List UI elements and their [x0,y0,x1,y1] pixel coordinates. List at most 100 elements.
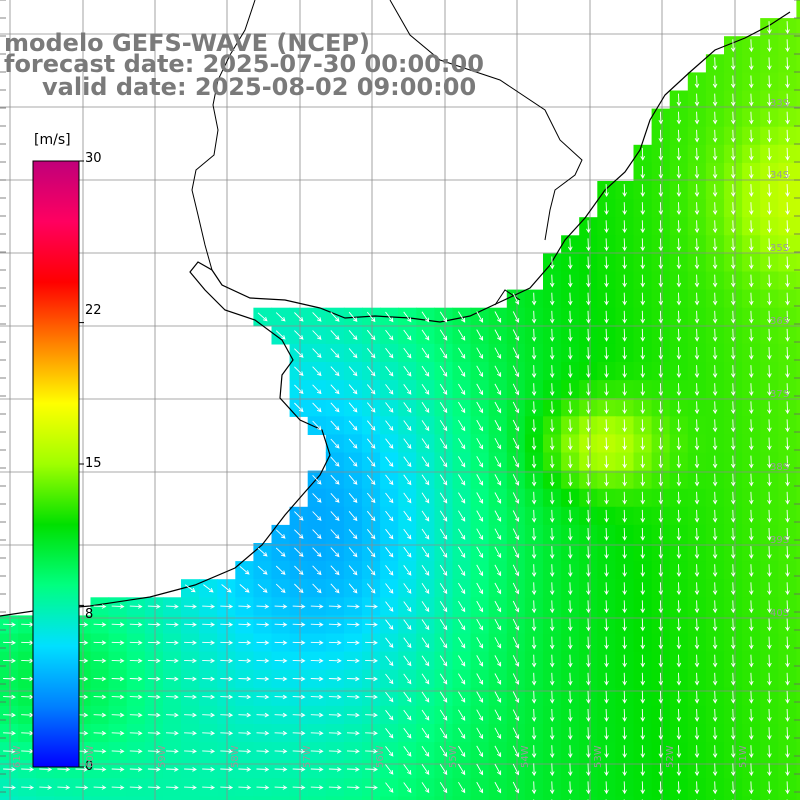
wind-arrow [129,622,143,627]
wind-arrow [256,640,270,646]
wind-arrow [458,401,466,414]
wind-arrow [439,311,448,323]
wind-arrow [586,763,591,777]
wind-arrow [749,763,754,777]
wind-arrow [294,547,304,557]
wind-arrow [640,763,646,777]
wind-arrow [366,384,376,395]
wind-arrow [730,111,736,125]
wind-arrow [256,712,270,718]
wind-arrow [604,365,609,378]
wind-arrow [658,473,664,487]
wind-cell [669,796,689,800]
wind-arrow [328,749,342,754]
wind-arrow [184,676,197,682]
wind-arrow [476,546,484,559]
wind-arrow [586,310,591,324]
wind-arrow [658,419,664,433]
wind-cell [579,796,598,800]
wind-arrow [439,456,448,468]
wind-arrow [238,767,252,772]
wind-arrow [568,654,573,668]
wind-arrow [658,274,664,288]
wind-arrow [220,676,234,682]
colorbar-tick-22: 22 [85,303,102,318]
wind-arrow [604,546,609,559]
wind-arrow [439,401,448,414]
wind-cell [796,651,800,671]
wind-arrow [767,745,772,759]
latitude-label: 38S [770,462,790,473]
wind-arrow [220,785,234,790]
wind-arrow [531,437,537,451]
wind-arrow [730,654,736,668]
wind-arrow [439,492,448,504]
wind-arrow [365,749,378,754]
wind-arrow [403,673,412,685]
wind-arrow [512,564,520,577]
wind-arrow [366,547,376,558]
wind-arrow [568,238,573,252]
wind-arrow [111,767,125,772]
wind-arrow [366,529,376,540]
wind-arrow [512,745,520,758]
wind-arrow [366,474,376,486]
wind-arrow [294,366,304,376]
wind-arrow [658,401,664,415]
wind-arrow [111,785,125,790]
wind-arrow [458,528,466,540]
wind-arrow [476,655,484,667]
wind-arrow [640,256,646,270]
wind-arrow [785,600,790,614]
wind-arrow [712,727,718,740]
wind-arrow [256,785,270,790]
wind-arrow [694,546,700,559]
wind-arrow [476,383,484,396]
wind-arrow [694,292,700,306]
wind-arrow [676,274,682,288]
wind-arrow [275,330,286,340]
wind-arrow [622,546,627,559]
wind-arrow [494,474,502,486]
wind-arrow [676,509,682,523]
wind-arrow [274,749,288,754]
wind-arrow [785,147,790,161]
wind-arrow [39,785,53,790]
wind-cell [796,506,800,526]
wind-arrow [749,636,754,650]
wind-arrow [658,256,664,270]
wind-arrow [712,365,718,378]
wind-arrow [622,672,627,686]
wind-cell [181,796,200,800]
wind-arrow [476,745,484,758]
wind-arrow [694,672,700,686]
wind-arrow [512,383,520,396]
wind-cell [633,796,653,800]
latitude-label: 37S [770,389,790,400]
wind-arrow [165,640,179,646]
wind-arrow [330,456,340,467]
wind-arrow [57,767,71,772]
wind-arrow [568,618,573,632]
wind-arrow [292,749,306,754]
wind-arrow [730,147,736,161]
wind-arrow [403,764,412,775]
wind-arrow [385,746,394,757]
wind-arrow [458,347,466,359]
wind-arrow [749,672,754,686]
wind-arrow [730,292,736,306]
wind-arrow [694,509,700,523]
wind-cell [796,36,800,55]
wind-arrow [749,455,754,469]
wind-arrow [494,691,502,703]
wind-arrow [147,658,161,664]
wind-arrow [458,709,466,721]
wind-cell [796,199,800,218]
wind-arrow [512,437,520,450]
wind-arrow [712,238,718,252]
wind-cell [705,796,725,800]
colorbar-gradient [32,160,80,768]
wind-arrow [676,690,682,704]
wind-arrow [111,622,125,627]
wind-arrow [767,672,772,686]
